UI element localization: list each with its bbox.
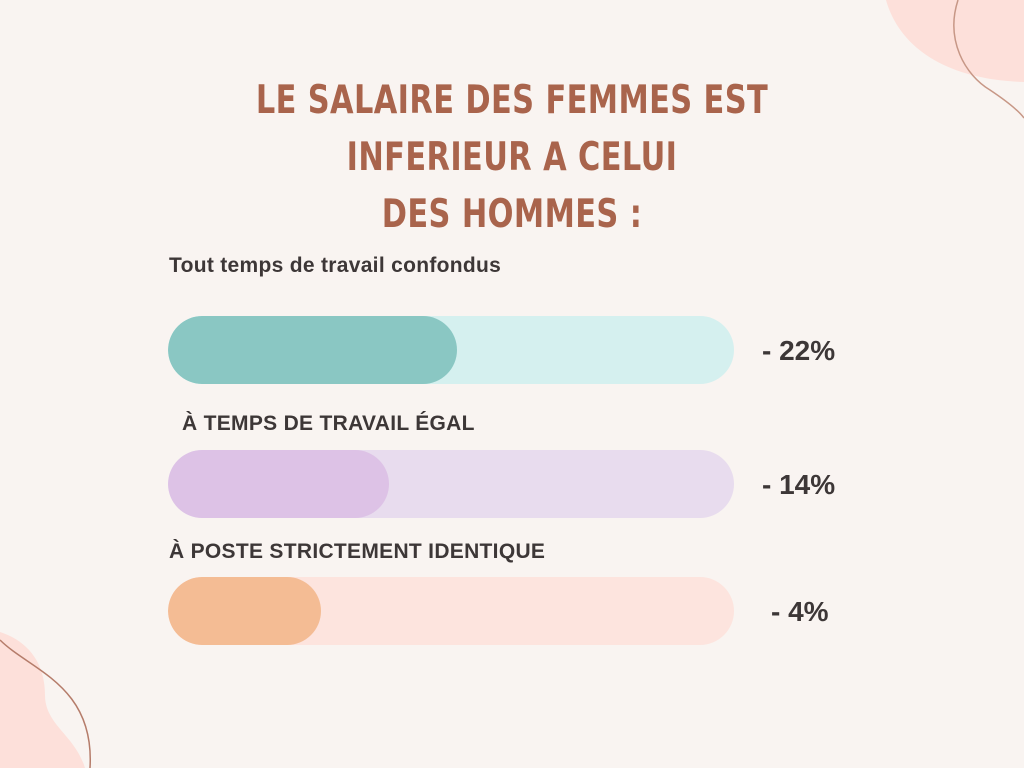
corner-blob-bottom-left [0, 632, 85, 768]
corner-line-top-right [953, 0, 1024, 119]
bar-fill-identical-post [168, 577, 321, 645]
bar-track-equal-hours [168, 450, 734, 518]
value-label-equal-hours: - 14% [762, 469, 836, 500]
category-label-identical-post: À POSTE STRICTEMENT IDENTIQUE [169, 540, 546, 563]
page-title: LE SALAIRE DES FEMMES EST INFERIEUR A CE… [175, 72, 849, 243]
category-label-equal-hours: À TEMPS DE TRAVAIL ÉGAL [182, 412, 475, 435]
bar-track-all-hours [168, 316, 734, 384]
title-line-2: DES HOMMES : [381, 192, 643, 237]
title-line-1: LE SALAIRE DES FEMMES EST INFERIEUR A CE… [255, 78, 769, 180]
corner-line-bottom-left [0, 639, 91, 768]
bar-fill-all-hours [168, 316, 457, 384]
bar-track-identical-post [168, 577, 734, 645]
bar-fill-equal-hours [168, 450, 389, 518]
value-label-all-hours: - 22% [762, 335, 836, 366]
value-label-identical-post: - 4% [771, 596, 829, 627]
category-label-all-hours: Tout temps de travail confondus [169, 254, 502, 277]
